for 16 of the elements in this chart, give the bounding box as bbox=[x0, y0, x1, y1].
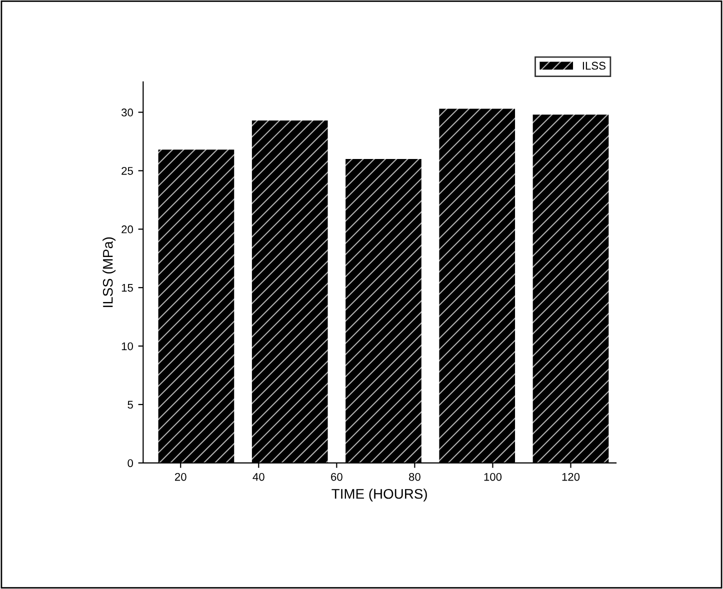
y-tick-label: 25 bbox=[122, 166, 133, 175]
x-tick-label: 60 bbox=[331, 472, 342, 481]
x-tick-label: 120 bbox=[562, 472, 580, 481]
x-axis-title: TIME (HOURS) bbox=[332, 488, 427, 502]
y-axis-title: ILSS (MPa) bbox=[102, 237, 116, 308]
y-tick-label: 20 bbox=[122, 225, 133, 234]
x-tick-label: 80 bbox=[408, 472, 420, 481]
y-tick-label: 5 bbox=[128, 400, 133, 409]
y-tick-label: 0 bbox=[128, 459, 133, 468]
y-tick-label: 30 bbox=[122, 108, 133, 116]
y-tick-label: 15 bbox=[122, 284, 133, 292]
x-tick-label: 40 bbox=[252, 472, 264, 481]
y-tick-label: 10 bbox=[122, 342, 133, 350]
x-tick-label: 100 bbox=[484, 472, 502, 481]
legend-label: ILSS bbox=[582, 62, 606, 70]
x-tick-label: 20 bbox=[174, 472, 186, 481]
